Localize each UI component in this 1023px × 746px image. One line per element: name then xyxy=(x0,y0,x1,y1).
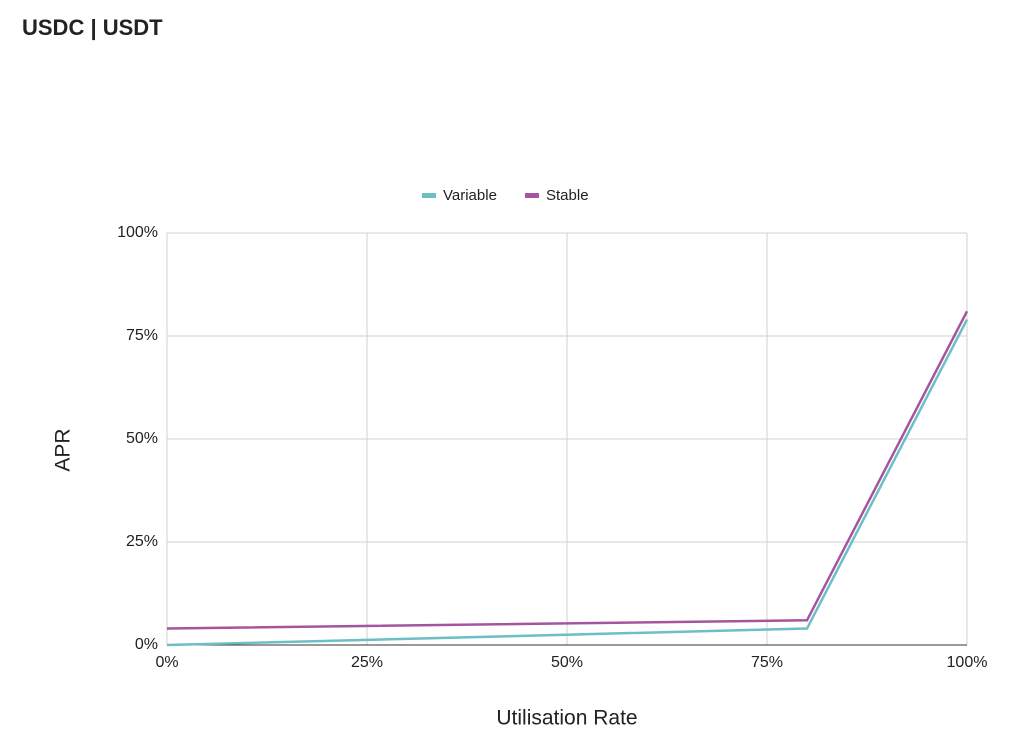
y-tick-label: 0% xyxy=(135,636,158,653)
page-title: USDC | USDT xyxy=(22,15,163,40)
y-axis-label: APR xyxy=(52,428,75,471)
legend-label: Variable xyxy=(443,187,497,204)
series-line xyxy=(166,310,969,630)
y-tick-label: 25% xyxy=(126,533,158,550)
x-tick-label: 0% xyxy=(155,654,178,671)
legend-label: Stable xyxy=(546,187,589,204)
x-axis-label: Utilisation Rate xyxy=(496,707,637,730)
legend-swatch xyxy=(422,193,436,198)
x-tick-label: 100% xyxy=(947,654,988,671)
y-tick-label: 100% xyxy=(117,224,158,241)
legend-swatch xyxy=(525,193,539,198)
x-tick-label: 25% xyxy=(351,654,383,671)
x-tick-label: 50% xyxy=(551,654,583,671)
series-line xyxy=(166,318,969,647)
x-tick-label: 75% xyxy=(751,654,783,671)
y-tick-label: 50% xyxy=(126,430,158,447)
y-tick-label: 75% xyxy=(126,327,158,344)
